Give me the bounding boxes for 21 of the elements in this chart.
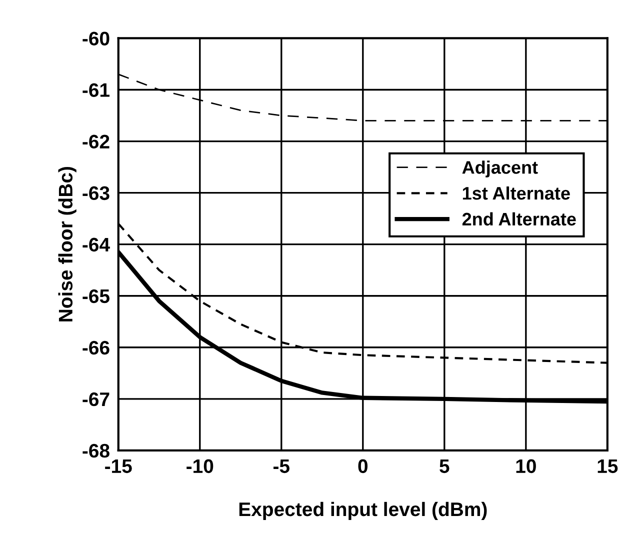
x-tick-label: -5 (274, 459, 290, 474)
y-tick-label: -61 (82, 83, 110, 97)
y-tick-label: -60 (82, 32, 110, 46)
y-axis-title: Noise floor (dBc) (58, 166, 76, 322)
y-tick-label: -65 (82, 289, 110, 304)
y-tick-label: -67 (82, 392, 110, 406)
x-tick-label: 10 (516, 459, 536, 474)
legend-label: Adjacent (462, 160, 538, 178)
x-tick-label: 0 (358, 459, 368, 474)
x-tick-label: 5 (440, 459, 450, 474)
x-axis-title: Expected input level (dBm) (239, 502, 487, 520)
y-tick-label: -66 (82, 340, 110, 355)
legend-label: 2nd Alternate (462, 212, 576, 226)
x-tick-label: -10 (186, 459, 214, 474)
legend-label: 1st Alternate (462, 186, 570, 200)
y-tick-label: -62 (82, 134, 110, 149)
y-tick-label: -63 (82, 186, 110, 200)
y-tick-label: -64 (82, 238, 110, 252)
x-tick-label: -15 (105, 459, 132, 474)
y-tick-label: -68 (82, 444, 110, 458)
x-tick-label: 15 (598, 459, 618, 474)
